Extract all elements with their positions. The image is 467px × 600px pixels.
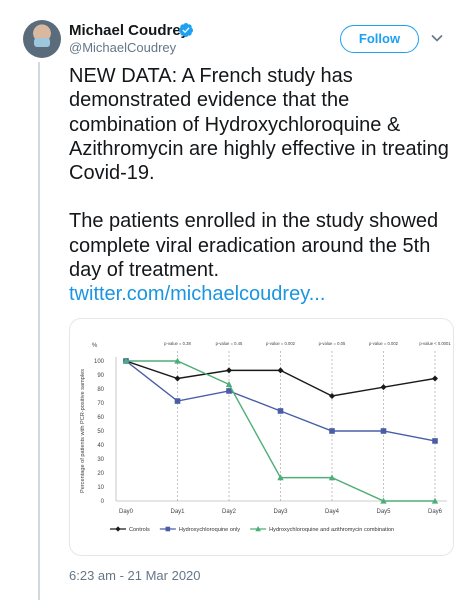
data-point: [329, 428, 335, 434]
y-tick-label: 50: [97, 429, 104, 435]
p-value-label: p-value = 0.002: [369, 341, 399, 346]
y-tick-label: 10: [97, 485, 104, 491]
y-tick-label: 60: [97, 415, 104, 421]
verified-badge-icon: [179, 23, 193, 37]
legend-marker: [115, 526, 121, 532]
tweet-paragraph-1: NEW DATA: A French study has demonstrate…: [69, 65, 449, 185]
y-tick-label: 0: [101, 499, 105, 505]
y-tick-label: 30: [97, 457, 104, 463]
data-point: [226, 388, 232, 394]
p-value-label: p-value < 0.0001: [419, 341, 451, 346]
x-tick-label: Day6: [428, 509, 443, 515]
data-point: [277, 367, 284, 374]
data-point: [174, 375, 181, 382]
p-value-label: p-value = 0.002: [266, 341, 296, 346]
y-tick-label: 20: [97, 471, 104, 477]
x-tick-label: Day0: [119, 509, 134, 515]
author-handle[interactable]: @MichaelCoudrey: [69, 40, 177, 55]
legend-marker: [255, 526, 261, 532]
data-point: [431, 497, 439, 504]
legend-marker: [165, 526, 171, 532]
tweet-link[interactable]: twitter.com/michaelcoudrey...: [69, 283, 326, 306]
y-axis-label: Percentage of patients with PCR-positive…: [80, 369, 86, 493]
data-point: [226, 367, 232, 374]
data-point: [174, 398, 181, 404]
x-tick-label: Day2: [222, 509, 237, 515]
p-value-label: p-value = 0.38: [164, 341, 191, 346]
x-tick-label: Day4: [325, 509, 340, 515]
data-point: [380, 497, 387, 504]
tweet-paragraph-2: The patients enrolled in the study showe…: [69, 210, 439, 282]
series-line-0: [125, 360, 436, 397]
chevron-down-icon[interactable]: [430, 31, 444, 45]
legend-label-2: Hydroxychloroquine and azithromycin comb…: [269, 527, 394, 533]
media-card[interactable]: % 0 10 20 30 40 50 60 70 80 90 100 Percentage of pat…: [69, 318, 454, 556]
y-tick-label: 100: [94, 359, 105, 365]
data-point: [432, 438, 438, 444]
chart: % 0 10 20 30 40 50 60 70 80 90 100 Percentage of pat…: [80, 341, 451, 533]
data-point: [174, 357, 181, 364]
x-tick-label: Day3: [273, 509, 288, 515]
p-value-label: p-value = 0.45: [216, 341, 243, 346]
data-point: [380, 384, 387, 391]
x-tick-label: Day5: [376, 509, 391, 515]
x-tick-label: Day1: [170, 509, 185, 515]
data-point: [277, 474, 284, 481]
timestamp[interactable]: 6:23 am - 21 Mar 2020: [69, 568, 201, 583]
y-tick-label: 70: [97, 401, 104, 407]
y-unit-label: %: [92, 343, 98, 349]
data-point: [328, 474, 336, 481]
data-point: [122, 357, 130, 364]
legend-label-0: Controls: [129, 527, 150, 533]
y-tick-label: 40: [97, 443, 104, 449]
thread-line: [38, 62, 40, 600]
data-point: [380, 428, 387, 434]
data-point: [225, 380, 233, 387]
follow-button[interactable]: Follow: [340, 25, 419, 53]
y-tick-label: 80: [97, 387, 104, 393]
p-value-label: p-value = 0.05: [319, 341, 346, 346]
legend-label-1: Hydroxychloroquine only: [179, 527, 240, 533]
avatar[interactable]: [23, 20, 61, 58]
data-point: [432, 375, 438, 382]
author-name[interactable]: Michael Coudrey: [69, 22, 190, 39]
data-point: [277, 408, 284, 414]
y-tick-label: 90: [97, 373, 104, 379]
data-point: [329, 393, 335, 399]
tweet-text: NEW DATA: A French study has demonstrate…: [69, 64, 454, 307]
